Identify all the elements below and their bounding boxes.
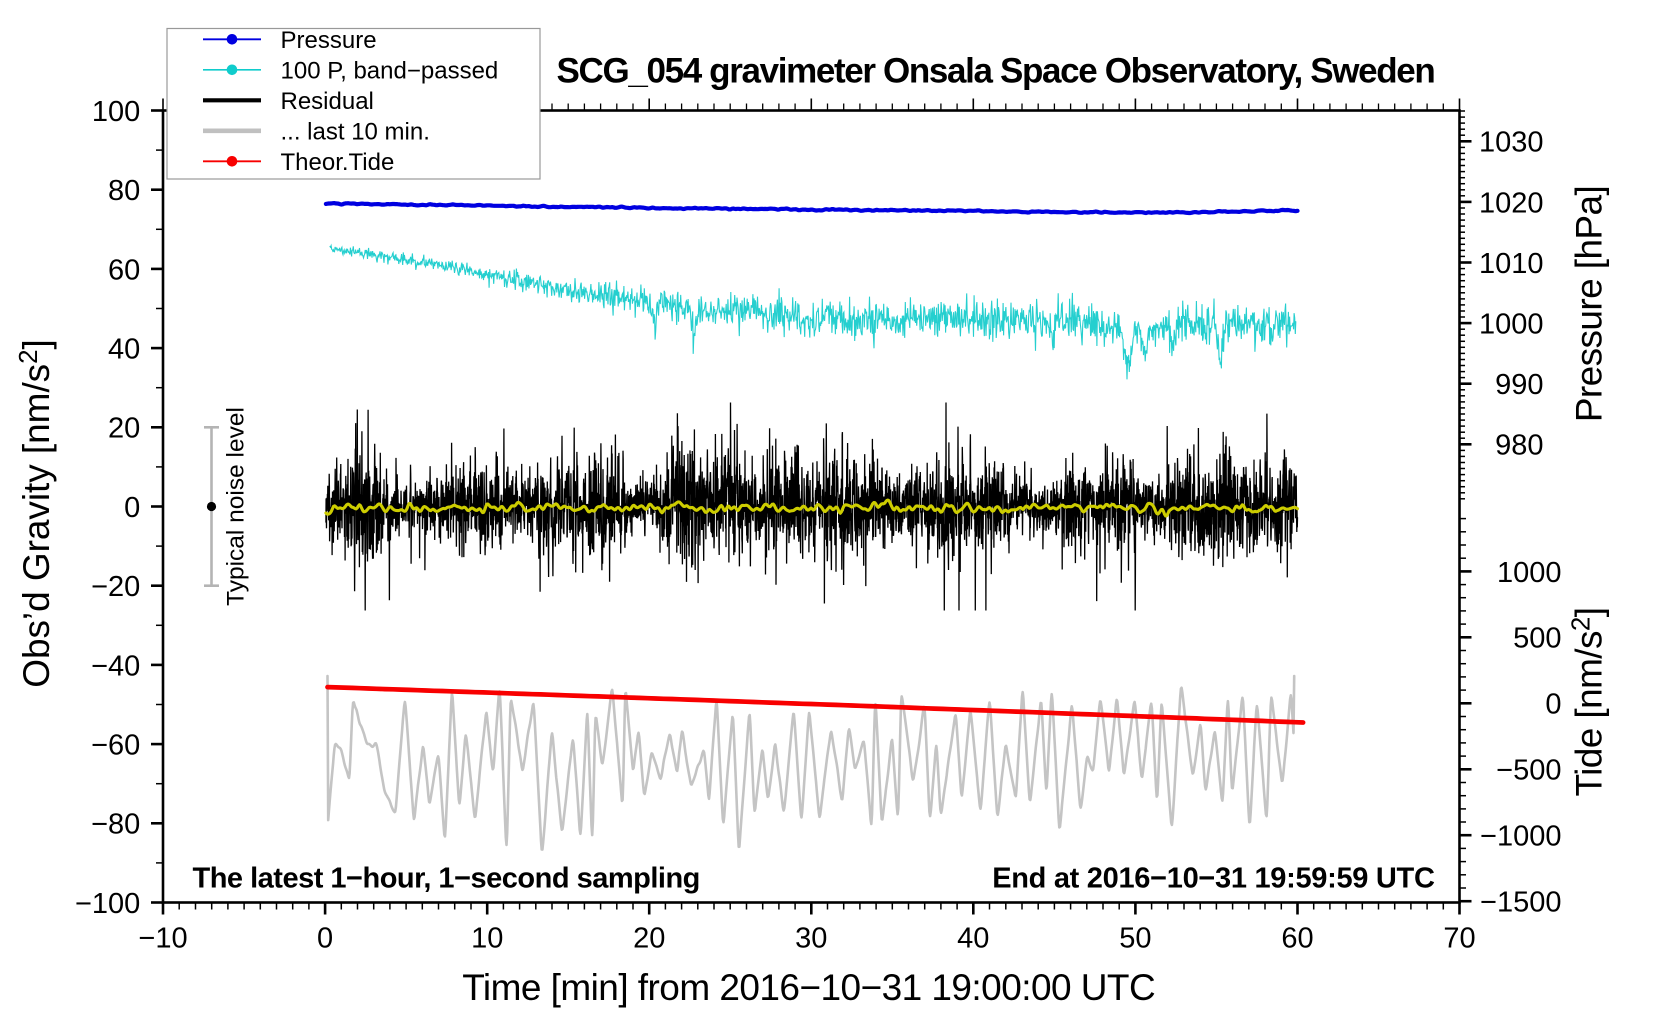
svg-text:1000: 1000 [1479,309,1544,341]
svg-text:40: 40 [108,334,140,366]
svg-text:−10: −10 [138,923,187,955]
svg-text:10: 10 [471,923,503,955]
svg-text:0: 0 [1545,689,1561,721]
svg-text:The latest 1−hour, 1−second sa: The latest 1−hour, 1−second sampling [193,863,700,895]
svg-text:1030: 1030 [1479,127,1544,159]
svg-text:1010: 1010 [1479,248,1544,280]
svg-text:Theor.Tide: Theor.Tide [281,149,395,176]
svg-text:−60: −60 [91,730,140,762]
svg-text:30: 30 [795,923,827,955]
svg-text:50: 50 [1119,923,1151,955]
svg-text:Tide [nm/s2]: Tide [nm/s2] [1566,608,1610,797]
svg-text:−80: −80 [91,809,140,841]
svg-text:20: 20 [108,413,140,445]
svg-text:−1500: −1500 [1480,887,1561,919]
svg-text:SCG_054 gravimeter Onsala Spac: SCG_054 gravimeter Onsala Space Observat… [557,52,1435,91]
svg-text:End at 2016−10−31 19:59:59 UTC: End at 2016−10−31 19:59:59 UTC [992,863,1435,895]
svg-text:Pressure: Pressure [281,27,377,54]
svg-text:80: 80 [108,175,140,207]
svg-text:990: 990 [1495,369,1543,401]
svg-text:500: 500 [1513,623,1561,655]
svg-text:Pressure [hPa]: Pressure [hPa] [1569,186,1610,422]
svg-text:70: 70 [1443,923,1475,955]
svg-text:0: 0 [124,492,140,524]
svg-text:1000: 1000 [1497,557,1562,589]
svg-text:980: 980 [1495,430,1543,462]
svg-text:−100: −100 [75,888,140,920]
svg-text:0: 0 [317,923,333,955]
svg-text:−1000: −1000 [1480,821,1561,853]
svg-text:1020: 1020 [1479,187,1544,219]
svg-text:−500: −500 [1496,755,1561,787]
svg-text:−20: −20 [91,571,140,603]
svg-text:20: 20 [633,923,665,955]
svg-text:60: 60 [1281,923,1313,955]
svg-text:−40: −40 [91,650,140,682]
svg-text:Obs’d Gravity [nm/s2]: Obs’d Gravity [nm/s2] [13,339,57,688]
svg-text:Residual: Residual [281,88,374,115]
svg-text:100 P, band−passed: 100 P, band−passed [281,57,499,84]
svg-text:Typical noise level: Typical noise level [223,407,250,606]
svg-text:... last 10 min.: ... last 10 min. [281,118,430,145]
svg-text:60: 60 [108,254,140,286]
svg-text:Time [min] from 2016−10−31 19:: Time [min] from 2016−10−31 19:00:00 UTC [462,967,1155,1008]
svg-text:100: 100 [92,96,140,128]
svg-text:40: 40 [957,923,989,955]
